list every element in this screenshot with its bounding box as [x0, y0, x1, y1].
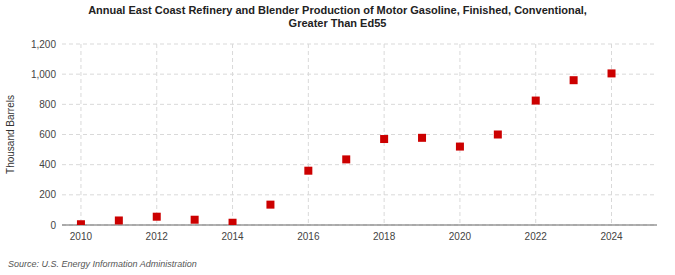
x-axis-line [62, 225, 657, 226]
y-grid-line [62, 104, 657, 105]
title: Annual East Coast Refinery and Blender P… [88, 4, 587, 29]
x-tick-label: 2016 [297, 231, 320, 242]
point [304, 167, 312, 175]
y-tick-label: 1,200 [31, 39, 56, 50]
x-tick-label: 2018 [373, 231, 396, 242]
y-tick-label: 200 [39, 189, 56, 200]
point [532, 97, 540, 105]
point [229, 219, 237, 225]
point [608, 69, 616, 77]
point [380, 135, 388, 143]
annotation: Source: U.S. Energy Information Administ… [8, 259, 197, 269]
point [191, 216, 199, 224]
grid [62, 44, 657, 225]
x-grid-line [232, 44, 233, 225]
points [77, 69, 616, 225]
x-tick-label: 2024 [600, 231, 623, 242]
point [115, 216, 123, 224]
y-axis-label: Thousand Barrels [5, 95, 16, 174]
x-grid-line [384, 44, 385, 225]
x-grid-line [459, 44, 460, 225]
chart: Annual East Coast Refinery and Blender P… [0, 0, 675, 275]
x-grid-line [308, 44, 309, 225]
x-tick-label: 2014 [221, 231, 244, 242]
point [456, 143, 464, 151]
point [418, 134, 426, 142]
x-grid-line [535, 44, 536, 225]
y-grid-line [62, 194, 657, 195]
y-grid-line [62, 44, 657, 45]
point [77, 220, 85, 225]
x-tick-label: 2020 [449, 231, 472, 242]
x-tick-label: 2022 [525, 231, 548, 242]
y-grid-line [62, 164, 657, 165]
y-grid-line [62, 134, 657, 135]
x-tick-label: 2012 [146, 231, 169, 242]
y-tick-label: 400 [39, 159, 56, 170]
x-grid-line [80, 44, 81, 225]
x-grid-line [156, 44, 157, 225]
y-grid-line [62, 74, 657, 75]
point [342, 155, 350, 163]
point [153, 213, 161, 221]
y-tick-label: 0 [50, 220, 56, 231]
y-tick-label: 1,000 [31, 69, 56, 80]
point [494, 131, 502, 139]
y-tick-label: 800 [39, 99, 56, 110]
y-tick-label: 600 [39, 129, 56, 140]
point [266, 201, 274, 209]
point [570, 76, 578, 84]
x-tick-label: 2010 [70, 231, 93, 242]
y-grid-line [62, 225, 657, 226]
